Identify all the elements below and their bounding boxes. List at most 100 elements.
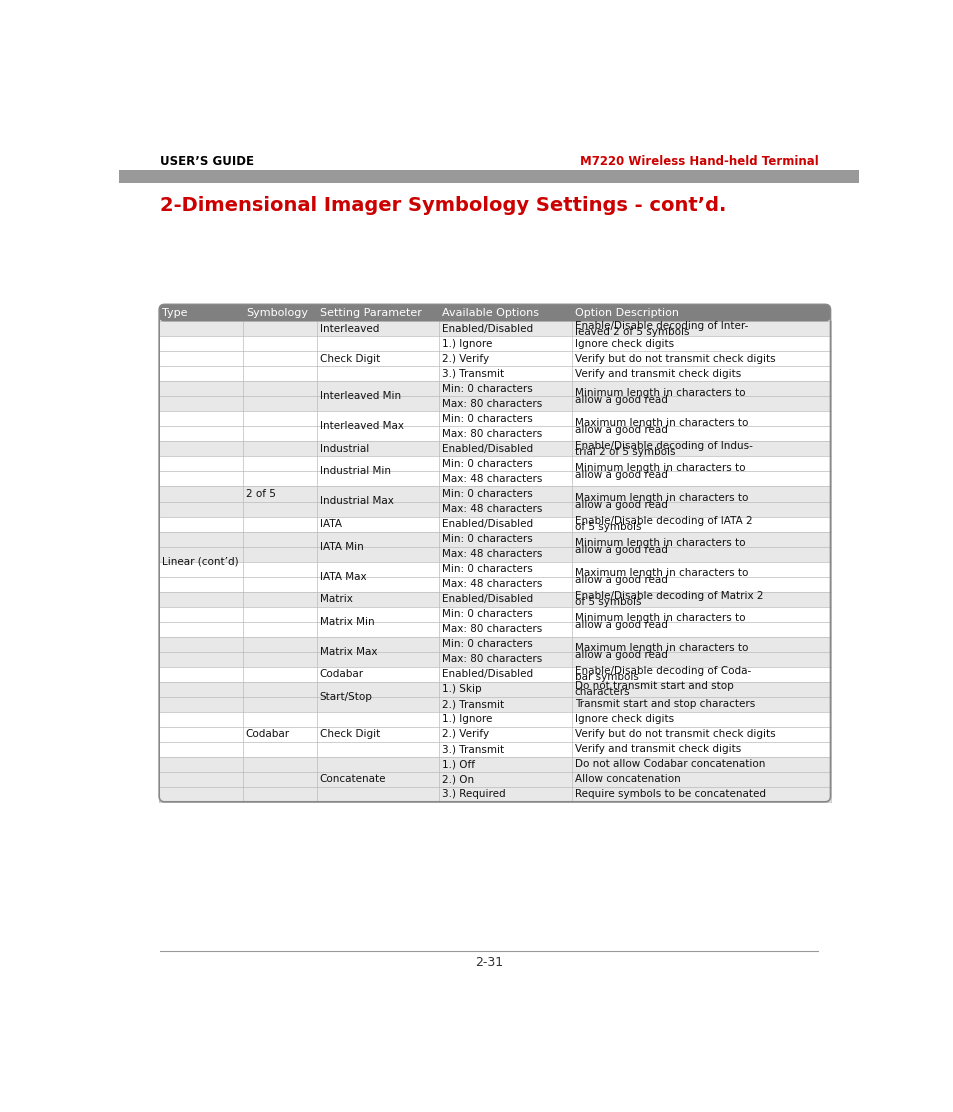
Text: Verify but do not transmit check digits: Verify but do not transmit check digits (575, 354, 775, 364)
Text: 1.) Off: 1.) Off (441, 759, 475, 770)
Text: Check Digit: Check Digit (319, 729, 379, 739)
Text: 2.) Verify: 2.) Verify (441, 729, 488, 739)
Text: Industrial Min: Industrial Min (319, 466, 391, 476)
Text: Min: 0 characters: Min: 0 characters (441, 384, 532, 394)
Bar (159, 682, 830, 712)
Text: Available Options: Available Options (441, 308, 538, 318)
Bar (159, 712, 830, 757)
Text: allow a good read: allow a good read (575, 649, 667, 659)
Bar (119, 170, 858, 182)
Text: Min: 0 characters: Min: 0 characters (441, 414, 532, 424)
Text: allow a good read: allow a good read (575, 425, 667, 435)
Text: Check Digit: Check Digit (319, 354, 379, 364)
Text: Enable/Disable decoding of IATA 2: Enable/Disable decoding of IATA 2 (575, 516, 752, 526)
Text: Enabled/Disabled: Enabled/Disabled (441, 519, 533, 529)
Text: Verify and transmit check digits: Verify and transmit check digits (575, 369, 740, 379)
Text: 1.) Ignore: 1.) Ignore (441, 339, 492, 349)
Bar (159, 441, 830, 456)
Text: 3.) Transmit: 3.) Transmit (441, 744, 503, 754)
Text: Enabled/Disabled: Enabled/Disabled (441, 444, 533, 454)
Text: Allow concatenation: Allow concatenation (575, 774, 679, 784)
Text: Enable/Disable decoding of Matrix 2: Enable/Disable decoding of Matrix 2 (575, 590, 762, 600)
Text: Symbology: Symbology (246, 308, 308, 318)
Text: Industrial: Industrial (319, 444, 369, 454)
Text: 2.) Verify: 2.) Verify (441, 354, 488, 364)
Text: 2-Dimensional Imager Symbology Settings - cont’d.: 2-Dimensional Imager Symbology Settings … (159, 197, 725, 216)
Text: Min: 0 characters: Min: 0 characters (441, 564, 532, 574)
Text: Codabar: Codabar (246, 729, 290, 739)
Text: Linear (cont’d): Linear (cont’d) (162, 557, 238, 566)
Text: Enabled/Disabled: Enabled/Disabled (441, 669, 533, 679)
Bar (159, 607, 830, 637)
Bar (159, 381, 830, 411)
Text: Max: 48 characters: Max: 48 characters (441, 549, 541, 559)
Text: Transmit start and stop characters: Transmit start and stop characters (575, 699, 754, 709)
Bar (159, 532, 830, 562)
Text: Concatenate: Concatenate (319, 774, 386, 784)
Text: Min: 0 characters: Min: 0 characters (441, 489, 532, 499)
Text: Interleaved Min: Interleaved Min (319, 391, 400, 401)
Text: Do not transmit start and stop: Do not transmit start and stop (575, 681, 733, 691)
Text: 1.) Skip: 1.) Skip (441, 684, 481, 694)
Text: Require symbols to be concatenated: Require symbols to be concatenated (575, 790, 765, 800)
Text: Enable/Disable decoding of Coda-: Enable/Disable decoding of Coda- (575, 666, 750, 676)
Text: Maximum length in characters to: Maximum length in characters to (575, 418, 747, 428)
Text: Min: 0 characters: Min: 0 characters (441, 639, 532, 649)
Text: allow a good read: allow a good read (575, 619, 667, 629)
Text: Maximum length in characters to: Maximum length in characters to (575, 568, 747, 578)
Text: allow a good read: allow a good read (575, 499, 667, 509)
Text: allow a good read: allow a good read (575, 469, 667, 479)
Text: Setting Parameter: Setting Parameter (319, 308, 421, 318)
Text: Minimum length in characters to: Minimum length in characters to (575, 464, 744, 474)
Text: Start/Stop: Start/Stop (319, 692, 373, 702)
Text: Codabar: Codabar (319, 669, 363, 679)
Text: Industrial Max: Industrial Max (319, 496, 394, 506)
Text: Type: Type (162, 308, 188, 318)
Text: Do not allow Codabar concatenation: Do not allow Codabar concatenation (575, 759, 764, 770)
Text: bar symbols: bar symbols (575, 673, 639, 683)
Text: Enable/Disable decoding of Inter-: Enable/Disable decoding of Inter- (575, 320, 747, 330)
Bar (159, 516, 830, 532)
Text: Option Description: Option Description (575, 308, 679, 318)
Bar (159, 411, 830, 441)
Text: Enabled/Disabled: Enabled/Disabled (441, 324, 533, 334)
Text: Max: 48 characters: Max: 48 characters (441, 474, 541, 484)
Text: 2 of 5: 2 of 5 (246, 489, 275, 499)
Text: 2.) On: 2.) On (441, 774, 474, 784)
Text: Max: 80 characters: Max: 80 characters (441, 399, 541, 409)
Text: allow a good read: allow a good read (575, 575, 667, 585)
Bar (159, 336, 830, 381)
Text: IATA: IATA (319, 519, 341, 529)
Text: Enable/Disable decoding of Indus-: Enable/Disable decoding of Indus- (575, 440, 752, 450)
Bar (159, 637, 830, 667)
Text: characters: characters (575, 687, 630, 697)
Text: Interleaved Max: Interleaved Max (319, 421, 403, 431)
Text: Matrix Min: Matrix Min (319, 617, 374, 627)
Text: IATA Min: IATA Min (319, 542, 363, 552)
Text: of 5 symbols: of 5 symbols (575, 597, 640, 607)
Text: USER’S GUIDE: USER’S GUIDE (159, 156, 253, 168)
Text: Maximum length in characters to: Maximum length in characters to (575, 644, 747, 654)
Text: Minimum length in characters to: Minimum length in characters to (575, 614, 744, 624)
Text: Max: 48 characters: Max: 48 characters (441, 504, 541, 514)
Text: Enabled/Disabled: Enabled/Disabled (441, 594, 533, 604)
Bar (159, 486, 830, 516)
Text: IATA Max: IATA Max (319, 572, 366, 582)
Bar (159, 667, 830, 682)
Text: Verify but do not transmit check digits: Verify but do not transmit check digits (575, 729, 775, 739)
Text: M7220 Wireless Hand-held Terminal: M7220 Wireless Hand-held Terminal (578, 156, 818, 168)
Text: Max: 80 characters: Max: 80 characters (441, 654, 541, 664)
Text: Maximum length in characters to: Maximum length in characters to (575, 494, 747, 504)
Text: 3.) Required: 3.) Required (441, 790, 505, 800)
Bar (159, 592, 830, 607)
Bar (159, 562, 830, 592)
Text: Ignore check digits: Ignore check digits (575, 714, 673, 724)
Text: Matrix Max: Matrix Max (319, 647, 376, 657)
Text: Max: 80 characters: Max: 80 characters (441, 624, 541, 634)
Text: Min: 0 characters: Min: 0 characters (441, 459, 532, 469)
Bar (159, 321, 830, 336)
Text: Minimum length in characters to: Minimum length in characters to (575, 388, 744, 398)
Text: trial 2 of 5 symbols: trial 2 of 5 symbols (575, 447, 675, 457)
Text: Ignore check digits: Ignore check digits (575, 339, 673, 349)
Text: Interleaved: Interleaved (319, 324, 378, 334)
